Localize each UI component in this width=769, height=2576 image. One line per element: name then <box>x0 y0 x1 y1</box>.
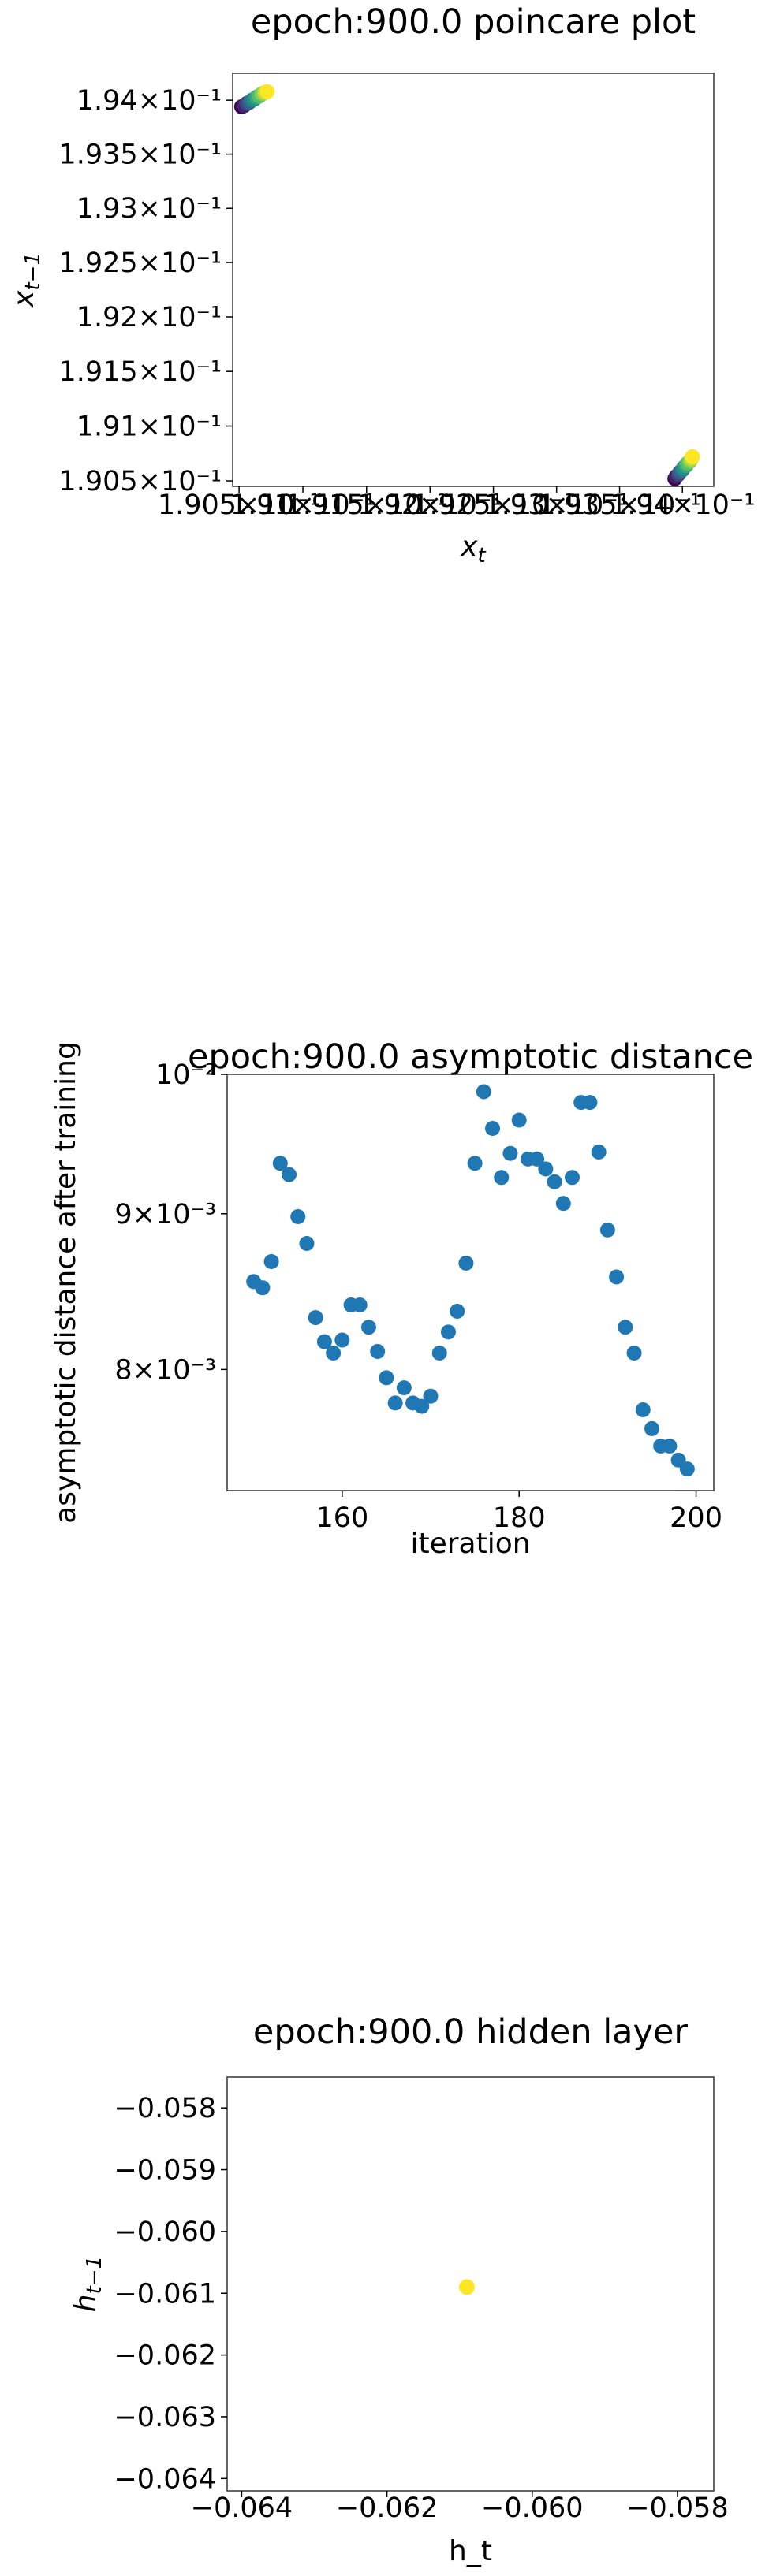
data-point <box>547 1174 562 1189</box>
data-point <box>379 1370 394 1386</box>
data-point <box>423 1388 439 1404</box>
data-point <box>308 1310 323 1326</box>
y-tick-label: 10⁻² <box>155 1059 216 1091</box>
data-points <box>246 1084 695 1477</box>
y-tick-label: 1.92×10⁻¹ <box>77 302 222 333</box>
data-point <box>476 1084 491 1100</box>
x-tick-label: 1.93×10⁻¹ <box>484 490 629 521</box>
y-tick-label: 1.91×10⁻¹ <box>77 411 222 443</box>
data-point <box>467 1156 483 1171</box>
plot-area <box>226 1074 715 1491</box>
data-point <box>609 1269 625 1285</box>
y-tick-label: −0.060 <box>114 2217 216 2248</box>
data-point <box>635 1402 651 1417</box>
data-point <box>582 1095 598 1111</box>
x-tick-label: −0.060 <box>481 2492 584 2524</box>
y-tick-label: −0.058 <box>114 2093 216 2124</box>
x-tick-label: −0.064 <box>191 2492 293 2524</box>
data-point <box>679 1461 695 1477</box>
y-axis-label: asymptotic distance after training <box>50 1041 82 1524</box>
y-tick-label: −0.063 <box>114 2402 216 2433</box>
chart-title: epoch:900.0 hidden layer <box>253 2012 689 2052</box>
y-axis-label: xt−1 <box>8 252 45 308</box>
data-point <box>511 1112 527 1128</box>
data-point <box>644 1420 659 1436</box>
poincare-plot-panel: epoch:900.0 poincare plot1.905×10⁻¹1.91×… <box>8 2 755 568</box>
x-tick-label: 1.935×10⁻¹ <box>538 490 701 521</box>
data-point <box>360 1320 376 1335</box>
data-point <box>565 1170 580 1186</box>
x-tick-label: 1.94×10⁻¹ <box>610 490 755 521</box>
plot-area <box>232 73 715 487</box>
data-point <box>299 1235 315 1251</box>
data-point <box>458 2279 475 2295</box>
y-axis-label: ht−1 <box>69 2256 106 2312</box>
x-tick-label: 180 <box>493 1502 546 1534</box>
data-points <box>233 84 700 486</box>
asymptotic-distance-panel: epoch:900.0 asymptotic distance 160 180 200… <box>50 1037 753 1560</box>
x-tick-label: 1.925×10⁻¹ <box>412 490 575 521</box>
y-tick-label: 8×10⁻³ <box>114 1354 216 1386</box>
data-point <box>529 1151 545 1167</box>
data-point <box>396 1380 412 1396</box>
data-point <box>387 1395 403 1411</box>
data-point <box>591 1144 607 1160</box>
x-tick-label: 1.92×10⁻¹ <box>357 490 502 521</box>
data-point <box>555 1196 571 1212</box>
data-point <box>440 1324 456 1340</box>
x-tick-label: 1.91×10⁻¹ <box>230 490 375 521</box>
data-point <box>450 1304 465 1320</box>
data-point <box>494 1170 510 1186</box>
x-axis-label: iteration <box>410 1528 530 1560</box>
plot-area <box>226 2076 715 2492</box>
x-tick-label: 200 <box>670 1502 722 1534</box>
data-point <box>352 1297 368 1313</box>
data-point <box>326 1346 342 1361</box>
y-tick-label: 1.935×10⁻¹ <box>58 140 222 171</box>
data-point <box>272 1156 288 1171</box>
data-point <box>259 84 275 99</box>
data-point <box>431 1346 447 1361</box>
chart-title: epoch:900.0 asymptotic distance <box>188 1037 753 1077</box>
data-point <box>626 1346 642 1361</box>
x-tick-label: 160 <box>315 1502 368 1534</box>
x-tick-label: 1.915×10⁻¹ <box>285 490 448 521</box>
data-point <box>618 1320 633 1335</box>
y-tick-label: −0.062 <box>114 2340 216 2372</box>
x-axis-label: xt <box>460 530 486 568</box>
data-point <box>255 1280 271 1296</box>
data-point <box>414 1398 430 1414</box>
data-point <box>538 1161 554 1177</box>
chart-title: epoch:900.0 poincare plot <box>251 2 696 42</box>
y-tick-label: −0.064 <box>114 2463 216 2495</box>
y-tick-label: 9×10⁻³ <box>114 1199 216 1230</box>
data-point <box>370 1343 386 1359</box>
data-point <box>316 1334 332 1349</box>
y-tick-label: −0.059 <box>114 2155 216 2187</box>
hidden-layer-panel: epoch:900.0 hidden layer −0.064 −0.062 −0.0… <box>69 2012 729 2567</box>
x-tick-label: −0.062 <box>336 2492 439 2524</box>
data-point <box>662 1439 678 1454</box>
x-axis-label: h_t <box>449 2535 492 2567</box>
data-point <box>282 1167 297 1182</box>
x-tick-label: 1.905×10⁻¹ <box>158 490 321 521</box>
y-tick-label: −0.061 <box>114 2278 216 2310</box>
data-point <box>485 1120 501 1136</box>
data-point <box>334 1332 350 1348</box>
data-point <box>290 1208 306 1224</box>
x-tick-label: −0.058 <box>626 2492 729 2524</box>
data-point <box>458 1255 474 1271</box>
data-points <box>458 2279 475 2295</box>
y-tick-label: 1.93×10⁻¹ <box>77 193 222 225</box>
y-tick-label: 1.915×10⁻¹ <box>58 356 222 388</box>
data-point <box>685 449 700 464</box>
y-tick-label: 1.925×10⁻¹ <box>58 248 222 279</box>
y-tick-label: 1.94×10⁻¹ <box>77 85 222 117</box>
data-point <box>599 1222 615 1238</box>
data-point <box>263 1254 279 1270</box>
data-point <box>502 1145 518 1161</box>
y-tick-label: 1.905×10⁻¹ <box>58 466 222 497</box>
